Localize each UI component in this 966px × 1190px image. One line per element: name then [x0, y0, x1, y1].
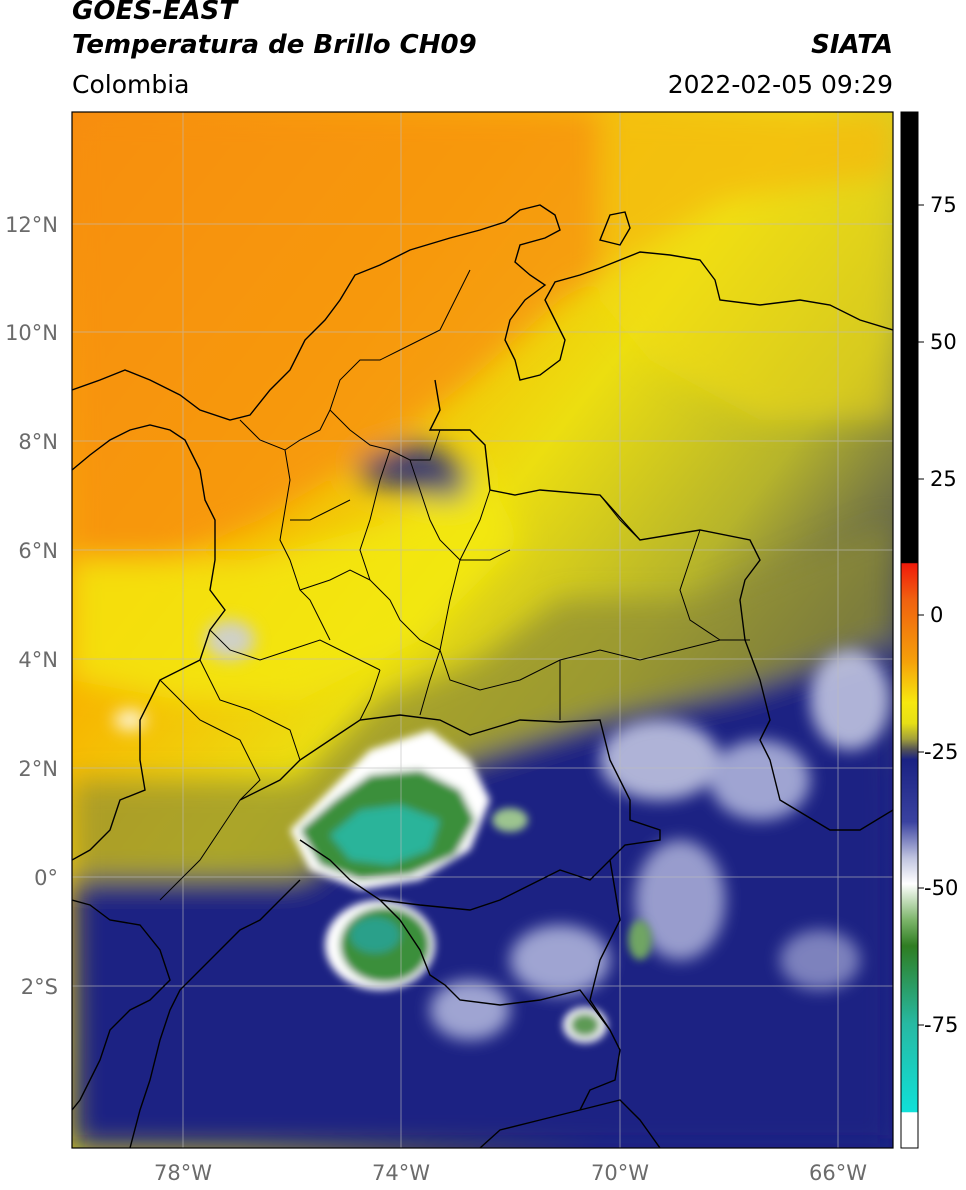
lon-label-70w: 70°W [591, 1161, 649, 1185]
organization-label: SIATA [811, 30, 893, 60]
colorbar-tick-25: 25 [930, 467, 957, 491]
latitude-axis: 12°N 10°N 8°N 6°N 4°N 2°N 0° 2°S [5, 213, 58, 999]
lon-label-78w: 78°W [154, 1161, 212, 1185]
satellite-image [72, 112, 893, 1148]
lat-label-2s: 2°S [21, 975, 58, 999]
map-frame [71, 111, 894, 1149]
lon-label-66w: 66°W [809, 1161, 867, 1185]
lat-label-6n: 6°N [18, 539, 58, 563]
country-borders [72, 204, 893, 1148]
lat-label-12n: 12°N [5, 213, 58, 237]
lat-label-8n: 8°N [18, 430, 58, 454]
colorbar: 75 50 25 0 -25 -50 -75 [900, 111, 958, 1149]
product-title: Temperatura de Brillo CH09 [72, 30, 477, 60]
colorbar-tick-75: 75 [930, 193, 957, 217]
colorbar-tick-minus-75: -75 [924, 1013, 958, 1037]
region-label: Colombia [72, 70, 190, 99]
lat-label-0: 0° [34, 866, 58, 890]
longitude-axis: 78°W 74°W 70°W 66°W [154, 1161, 867, 1185]
colorbar-tick-minus-25: -25 [924, 740, 958, 764]
lat-label-2n: 2°N [18, 757, 58, 781]
datetime-label: 2022-02-05 09:29 [667, 70, 893, 99]
lon-label-74w: 74°W [372, 1161, 430, 1185]
colorbar-tick-0: 0 [930, 603, 943, 627]
lat-label-10n: 10°N [5, 321, 58, 345]
lat-label-4n: 4°N [18, 648, 58, 672]
colorbar-scale [900, 111, 919, 1149]
colorbar-tick-50: 50 [930, 330, 957, 354]
graticule [72, 112, 893, 1148]
colorbar-tick-minus-50: -50 [924, 876, 958, 900]
satellite-title: GOES-EAST [72, 0, 238, 26]
